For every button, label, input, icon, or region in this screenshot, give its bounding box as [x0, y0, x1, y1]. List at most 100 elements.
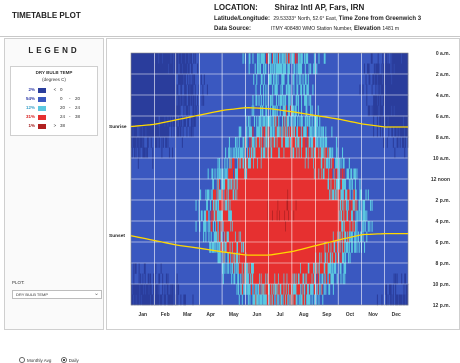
heatmap-cell-run: [209, 242, 211, 253]
sunrise-annotation: Sunrise: [109, 124, 127, 130]
heatmap-cell-run: [294, 273, 296, 285]
heatmap-cell-run: [358, 200, 361, 211]
heatmap-cell-run: [237, 263, 240, 274]
heatmap-cell-run: [332, 263, 334, 274]
heatmap-cell-run: [238, 126, 242, 138]
heatmap-cell-run: [188, 105, 190, 117]
heatmap-cell-run: [328, 242, 330, 253]
heatmap-cell-run: [212, 210, 215, 222]
heatmap-cell-run: [255, 137, 257, 148]
heatmap-cell-run: [149, 273, 152, 285]
heatmap-cell-run: [139, 147, 141, 159]
heatmap-cell-run: [271, 137, 273, 148]
heatmap-cell-run: [194, 95, 196, 106]
heatmap-cell-run: [335, 252, 337, 264]
heatmap-cell-run: [309, 126, 312, 138]
heatmap-cell-run: [272, 284, 274, 295]
heatmap-cell-run: [157, 137, 159, 148]
heatmap-cell-run: [154, 273, 156, 285]
heatmap-cell-run: [265, 273, 267, 285]
heatmap-cell-run: [378, 105, 380, 117]
heatmap-cell-run: [266, 273, 268, 285]
heatmap-cell-run: [223, 168, 225, 180]
heatmap-cell-run: [234, 189, 236, 201]
heatmap-cell-run: [338, 158, 340, 169]
heatmap-cell-run: [280, 294, 283, 306]
heatmap-cell-run: [176, 95, 178, 106]
heatmap-cell-run: [191, 74, 193, 85]
heatmap-cell-run: [328, 168, 330, 180]
heatmap-cell-run: [195, 200, 197, 211]
heatmap-cell-run: [331, 252, 333, 264]
heatmap-cell-run: [139, 137, 143, 148]
heatmap-cell-run: [308, 147, 312, 159]
monthly-avg-radio[interactable]: [19, 357, 25, 363]
heatmap-cell-run: [256, 284, 258, 295]
sidebar: LEGEND DRY BULB TEMP (degrees C) 2% <0 54%…: [4, 38, 104, 363]
heatmap-cell-run: [171, 53, 174, 64]
heatmap-cell-run: [228, 231, 236, 243]
heatmap-cell-run: [363, 63, 366, 75]
heatmap-cell-run: [260, 95, 262, 106]
heatmap-cell-run: [318, 137, 320, 148]
heatmap-cell-run: [346, 231, 348, 243]
heatmap-cell-run: [332, 284, 334, 295]
heatmap-cell-run: [184, 95, 187, 106]
daily-radio[interactable]: [60, 357, 67, 363]
heatmap-cell-run: [250, 158, 254, 169]
heatmap-cell-run: [301, 126, 303, 138]
heatmap-cell-run: [217, 179, 219, 190]
heatmap-cell-run: [142, 273, 144, 285]
heatmap-cell-run: [159, 116, 165, 127]
heatmap-cell-run: [389, 284, 392, 295]
heatmap-cell-run: [274, 74, 276, 85]
heatmap-cell-run: [200, 210, 203, 222]
heatmap-cell-run: [325, 147, 328, 159]
heatmap-cell-run: [273, 284, 275, 295]
heatmap-cell-run: [185, 105, 189, 117]
y-tick-label: 8 a.m.: [436, 135, 451, 141]
heatmap-cell-run: [284, 284, 287, 295]
heatmap-cell-run: [235, 147, 238, 159]
heatmap-cell-run: [241, 273, 243, 285]
heatmap-cell-run: [341, 252, 345, 264]
heatmap-cell-run: [140, 273, 142, 285]
heatmap-cell-run: [222, 242, 224, 253]
heatmap-cell-run: [152, 147, 154, 159]
heatmap-cell-run: [189, 74, 191, 85]
heatmap-cell-run: [259, 63, 262, 75]
heatmap-cell-run: [137, 158, 139, 169]
heatmap-cell-run: [251, 273, 254, 285]
heatmap-cell-run: [329, 179, 331, 190]
heatmap-cell-run: [320, 147, 325, 159]
heatmap-cell-run: [341, 147, 344, 159]
heatmap-cell-run: [300, 147, 303, 159]
heatmap-cell-run: [350, 221, 353, 232]
location-label: LOCATION:: [214, 3, 258, 12]
heatmap-cell-run: [282, 84, 284, 96]
heatmap-cell-run: [330, 273, 334, 285]
heatmap-cell-run: [293, 210, 295, 222]
heatmap-cell-run: [371, 84, 373, 96]
heatmap-cell-run: [285, 53, 287, 64]
heatmap-cell-run: [256, 158, 259, 169]
heatmap-cell-run: [231, 221, 233, 232]
heatmap-cell-run: [373, 105, 378, 117]
heatmap-cell-run: [256, 63, 259, 75]
heatmap-cell-run: [266, 53, 268, 64]
heatmap-cell-run: [212, 189, 214, 201]
plot-select[interactable]: DRY BULB TEMP ⌄: [12, 290, 102, 299]
heatmap-cell-run: [255, 84, 257, 96]
monthly-avg-label: Monthly Avg: [27, 357, 52, 363]
heatmap-cell-run: [290, 116, 292, 127]
heatmap-cell-run: [357, 231, 359, 243]
heatmap-cell-run: [273, 137, 276, 148]
heatmap-cell-run: [131, 126, 133, 138]
heatmap-cell-run: [197, 63, 199, 75]
legend-swatch: [38, 106, 46, 111]
heatmap-cell-run: [232, 147, 234, 159]
heatmap-cell-run: [313, 147, 316, 159]
heatmap-cell-run: [348, 200, 350, 211]
heatmap-cell-run: [316, 294, 318, 306]
heatmap-cell-run: [178, 116, 181, 127]
